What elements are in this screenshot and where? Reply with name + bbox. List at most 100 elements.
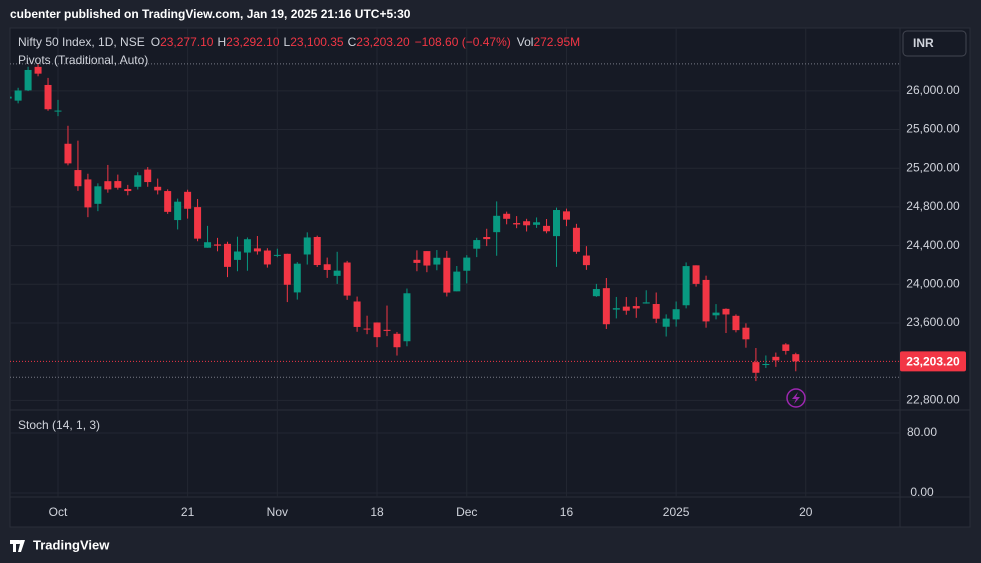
candle-body (134, 175, 142, 187)
last-price-label: 23,203.20 (906, 355, 960, 369)
candle-body (582, 255, 590, 266)
candle-body (333, 270, 341, 276)
candle-body (533, 222, 541, 225)
candle-body (562, 211, 570, 220)
candle-body (503, 213, 511, 219)
candle-body (243, 239, 251, 253)
x-tick-label: 2025 (663, 505, 690, 519)
candle-body (313, 236, 321, 266)
candle-body (204, 242, 212, 248)
candle-body (403, 293, 411, 342)
logo (10, 540, 25, 552)
candle-body (682, 266, 690, 306)
candle-body (174, 201, 182, 221)
candle-body (24, 69, 32, 91)
stoch-tick-label: 80.00 (907, 425, 937, 439)
candle-body (423, 251, 431, 266)
candle-body (672, 309, 680, 320)
candle-body (722, 308, 730, 315)
candle-body (383, 329, 391, 331)
candle-body (553, 210, 560, 237)
x-tick-label: Oct (49, 505, 68, 519)
candle-body (373, 322, 381, 338)
candle-body (712, 312, 720, 316)
candle-body (523, 221, 531, 226)
candle-body (692, 265, 700, 284)
currency-button[interactable] (902, 30, 967, 57)
ohlc-value: 23,292.10 (226, 35, 280, 49)
candle-body (792, 354, 800, 362)
candle-body (214, 244, 222, 246)
event-icon[interactable] (786, 388, 806, 408)
y-tick-label: 26,000.00 (906, 83, 960, 97)
x-tick-label: 16 (560, 505, 574, 519)
candle-body (493, 215, 501, 233)
candle-body (632, 306, 640, 309)
ohlc-value: 23,203.20 (356, 35, 410, 49)
candle-body (652, 304, 660, 319)
candle-body (323, 264, 331, 270)
change: −108.60 (−0.47%) (414, 35, 511, 49)
x-tick-label: Dec (456, 505, 477, 519)
candle-body (283, 253, 291, 285)
x-tick-label: 21 (181, 505, 195, 519)
candle-body (164, 191, 172, 212)
y-tick-label: 25,600.00 (906, 122, 960, 136)
y-tick-label: 22,800.00 (906, 393, 960, 407)
candle-body (602, 288, 610, 325)
stoch-title: Stoch (14, 1, 3) (18, 418, 100, 432)
y-tick-label: 24,800.00 (906, 199, 960, 213)
chart-background (9, 27, 971, 528)
attribution: cubenter published on TradingView.com, J… (10, 7, 411, 21)
candle-body (154, 186, 162, 191)
candle-body (463, 257, 471, 271)
candle-body (223, 243, 231, 267)
candle-body (10, 96, 12, 99)
candle-body (592, 289, 600, 297)
candle-body (233, 251, 241, 260)
candle-body (612, 308, 620, 310)
event-icon-bolt (792, 392, 800, 404)
legend: Nifty 50 Index, 1D, NSE O23,277.10 H23,292… (18, 35, 580, 49)
candle-body (742, 327, 750, 340)
candle-body (702, 279, 710, 322)
candle-body (622, 306, 630, 311)
candle-body (782, 344, 790, 351)
candle-body (413, 259, 421, 263)
candle-body (144, 169, 152, 183)
candle-body (74, 170, 82, 187)
candle-body (263, 250, 271, 265)
candle-body (114, 181, 122, 188)
candle-body (443, 257, 451, 293)
y-tick-label: 25,200.00 (906, 160, 960, 174)
y-tick-label: 24,000.00 (906, 276, 960, 290)
candle-body (184, 191, 192, 209)
candle-body (273, 254, 281, 256)
currency: INR (913, 36, 934, 50)
candle-body (772, 356, 780, 361)
candle-body (732, 315, 740, 331)
last-price-box (900, 351, 966, 372)
candle-body (572, 227, 580, 252)
x-tick-label: Nov (267, 505, 288, 519)
candle-body (104, 181, 112, 190)
candle-body (453, 271, 461, 292)
candle-body (54, 110, 62, 112)
footer-brand: TradingView (33, 537, 110, 552)
ohlc-value: 23,277.10 (160, 35, 214, 49)
candle-body (124, 189, 132, 192)
ohlc-value: 23,100.35 (290, 35, 344, 49)
ohlc-label: C (347, 35, 357, 49)
candle-body (293, 263, 301, 293)
candle-body (363, 328, 371, 330)
candle-body (343, 262, 351, 296)
candle-body (393, 333, 401, 348)
candle-body (543, 225, 551, 232)
candle-body (752, 362, 760, 373)
volume-label: Vol (516, 35, 534, 49)
indicator: Pivots (Traditional, Auto) (18, 53, 149, 67)
candle-body (642, 302, 650, 304)
symbol: Nifty 50 Index, 1D, NSE (18, 35, 145, 49)
logo-dot (18, 540, 22, 544)
